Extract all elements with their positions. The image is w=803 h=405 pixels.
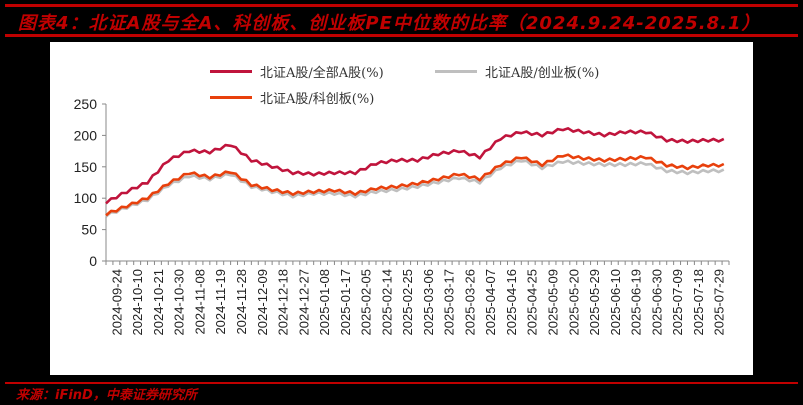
legend-label-all-a: 北证A股/全部A股(%) xyxy=(260,66,384,81)
legend-item-gem: 北证A股/创业板(%) xyxy=(435,62,599,81)
y-tick-label: 150 xyxy=(74,159,98,175)
x-tick-label: 2024-11-08 xyxy=(192,269,207,335)
x-tick-label: 2025-04-16 xyxy=(504,269,519,336)
y-tick-label: 0 xyxy=(89,253,97,269)
legend-swatch-all-a xyxy=(210,70,252,73)
x-tick-label: 2024-11-28 xyxy=(234,269,249,335)
x-tick-label: 2025-02-05 xyxy=(359,269,374,336)
x-tick-label: 2025-05-29 xyxy=(587,269,602,336)
x-tick-label: 2025-04-07 xyxy=(483,269,498,336)
x-tick-label: 2024-10-21 xyxy=(151,269,166,336)
x-tick-label: 2025-03-26 xyxy=(462,269,477,336)
x-tick-label: 2025-06-30 xyxy=(649,269,664,336)
x-tick-label: 2025-07-09 xyxy=(670,269,685,336)
y-tick-label: 200 xyxy=(74,127,98,143)
legend-item-star: 北证A股/科创板(%) xyxy=(210,88,374,107)
x-tick-label: 2025-07-18 xyxy=(691,269,706,336)
title-bottom-rule xyxy=(5,34,798,37)
x-tick-label: 2025-03-06 xyxy=(421,269,436,336)
series-lines xyxy=(105,127,725,218)
legend-swatch-gem xyxy=(435,70,477,73)
x-tick-label: 2025-06-19 xyxy=(629,269,644,336)
y-tick-label: 100 xyxy=(74,190,98,206)
x-tick-label: 2025-04-25 xyxy=(525,269,540,336)
x-tick-label: 2025-01-17 xyxy=(338,269,353,336)
x-tick-label: 2025-05-20 xyxy=(566,269,581,336)
x-tick-label: 2025-02-14 xyxy=(379,269,394,336)
title-top-rule xyxy=(5,4,798,7)
source-rule xyxy=(5,382,798,384)
series-line-1 xyxy=(105,159,725,218)
x-tick-label: 2025-07-29 xyxy=(712,269,727,336)
x-tick-label: 2025-02-25 xyxy=(400,269,415,336)
y-tick-label: 50 xyxy=(81,222,97,238)
legend-label-star: 北证A股/科创板(%) xyxy=(260,92,375,107)
x-tick-label: 2025-05-09 xyxy=(545,269,560,336)
series-line-0 xyxy=(105,127,725,205)
y-tick-label: 250 xyxy=(74,96,98,112)
legend-swatch-star xyxy=(210,96,252,99)
x-tick-label: 2024-12-09 xyxy=(255,269,270,336)
x-tick-label: 2025-01-08 xyxy=(317,269,332,336)
x-tick-label: 2024-12-27 xyxy=(296,269,311,336)
series-line-2 xyxy=(105,153,725,217)
axes: 0 50 100 150 200 250 2024-09-24 2024-10-10 2024-… xyxy=(74,96,730,336)
x-tick-label: 2024-12-18 xyxy=(276,269,291,336)
legend-label-gem: 北证A股/创业板(%) xyxy=(485,66,600,81)
source-note: 来源：iFinD，中泰证券研究所 xyxy=(16,388,197,403)
chart-panel: 北证A股/全部A股(%) 北证A股/创业板(%) 北证A股/科创板(%) xyxy=(50,42,753,375)
x-tick-label: 2024-09-24 xyxy=(109,269,124,336)
x-tick-label: 2025-03-17 xyxy=(442,269,457,336)
legend-item-all-a: 北证A股/全部A股(%) xyxy=(210,62,384,81)
x-tick-label: 2024-11-19 xyxy=(213,269,228,335)
x-tick-label: 2025-06-10 xyxy=(608,269,623,336)
chart-title: 图表4：北证A股与全A、科创板、创业板PE中位数的比率（2024.9.24-20… xyxy=(18,13,761,34)
x-tick-label: 2024-10-30 xyxy=(172,269,187,336)
x-tick-label: 2024-10-10 xyxy=(130,269,145,336)
